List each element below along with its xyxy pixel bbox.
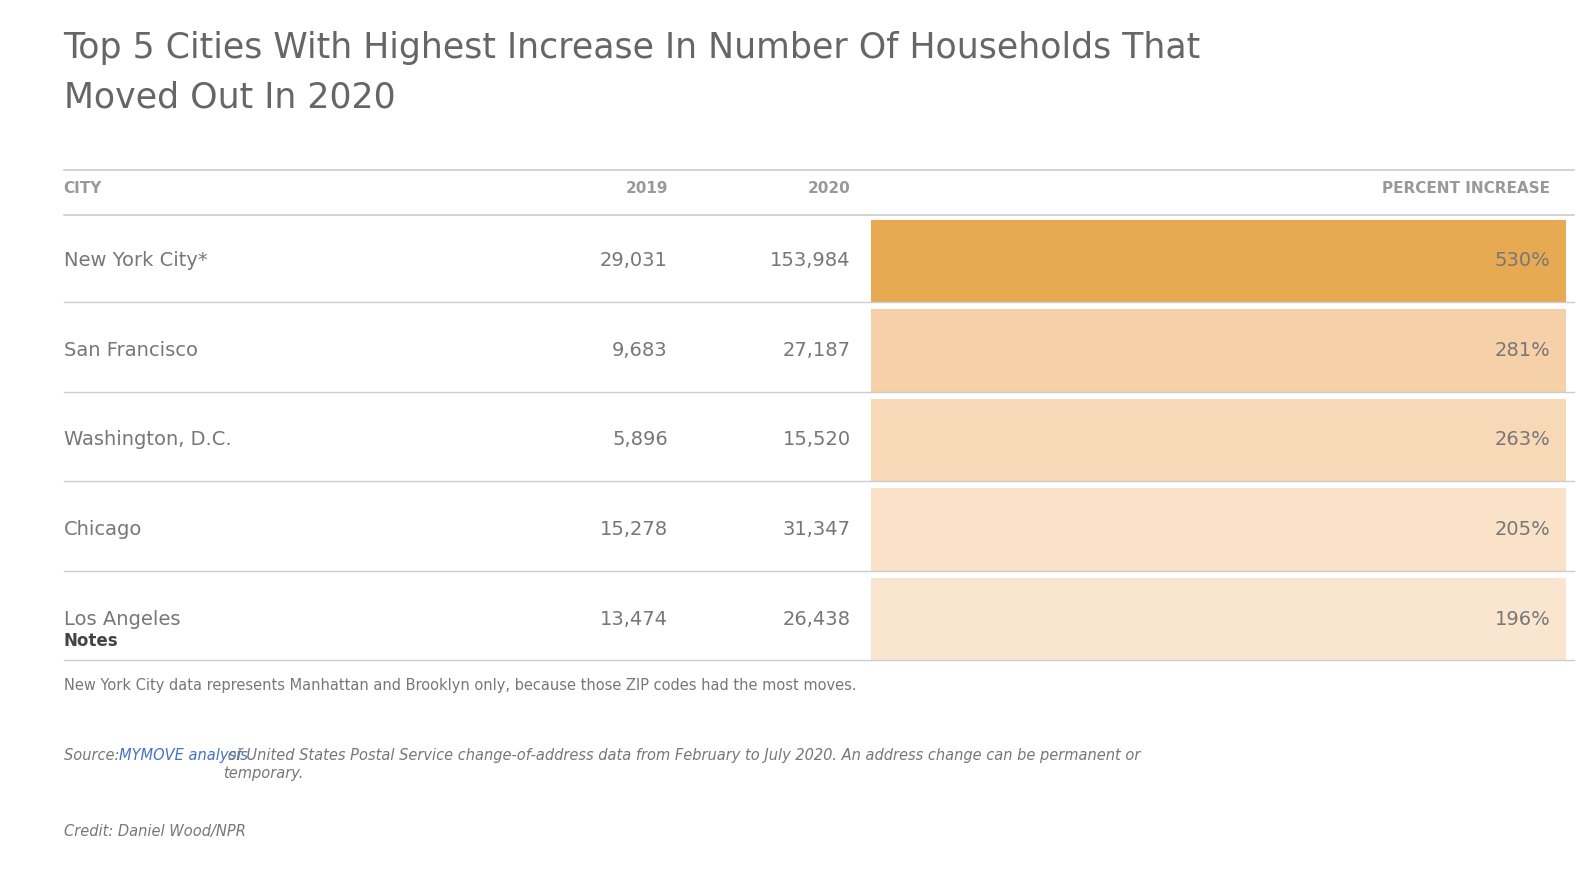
Text: 196%: 196%	[1495, 609, 1550, 629]
Text: Source:: Source:	[64, 748, 124, 763]
Text: 9,683: 9,683	[612, 340, 668, 360]
Bar	[871, 488, 1566, 571]
Text: MYMOVE analysis: MYMOVE analysis	[119, 748, 248, 763]
Text: 26,438: 26,438	[782, 609, 851, 629]
Text: San Francisco: San Francisco	[64, 340, 197, 360]
Text: New York City data represents Manhattan and Brooklyn only, because those ZIP cod: New York City data represents Manhattan …	[64, 678, 857, 694]
Text: of United States Postal Service change-of-address data from February to July 202: of United States Postal Service change-o…	[223, 748, 1140, 780]
Text: Top 5 Cities With Highest Increase In Number Of Households That: Top 5 Cities With Highest Increase In Nu…	[64, 31, 1200, 65]
Text: 205%: 205%	[1495, 520, 1550, 539]
Text: 153,984: 153,984	[770, 251, 851, 271]
Text: 530%: 530%	[1495, 251, 1550, 271]
Text: 263%: 263%	[1495, 430, 1550, 450]
Text: 281%: 281%	[1495, 340, 1550, 360]
Bar	[871, 309, 1566, 392]
Text: PERCENT INCREASE: PERCENT INCREASE	[1382, 181, 1550, 195]
Text: CITY: CITY	[64, 181, 102, 195]
Text: 27,187: 27,187	[782, 340, 851, 360]
Text: Moved Out In 2020: Moved Out In 2020	[64, 81, 396, 115]
Text: 2019: 2019	[625, 181, 668, 195]
Text: Los Angeles: Los Angeles	[64, 609, 180, 629]
Bar	[871, 399, 1566, 481]
Text: New York City*: New York City*	[64, 251, 207, 271]
Bar	[871, 578, 1566, 660]
Text: 15,278: 15,278	[599, 520, 668, 539]
Text: Credit: Daniel Wood/NPR: Credit: Daniel Wood/NPR	[64, 824, 245, 840]
Text: Chicago: Chicago	[64, 520, 142, 539]
Text: 13,474: 13,474	[599, 609, 668, 629]
Text: 2020: 2020	[808, 181, 851, 195]
Bar	[871, 220, 1566, 302]
Text: 5,896: 5,896	[612, 430, 668, 450]
Text: 29,031: 29,031	[599, 251, 668, 271]
Text: 31,347: 31,347	[782, 520, 851, 539]
Text: Washington, D.C.: Washington, D.C.	[64, 430, 231, 450]
Text: Notes: Notes	[64, 632, 118, 650]
Text: 15,520: 15,520	[782, 430, 851, 450]
